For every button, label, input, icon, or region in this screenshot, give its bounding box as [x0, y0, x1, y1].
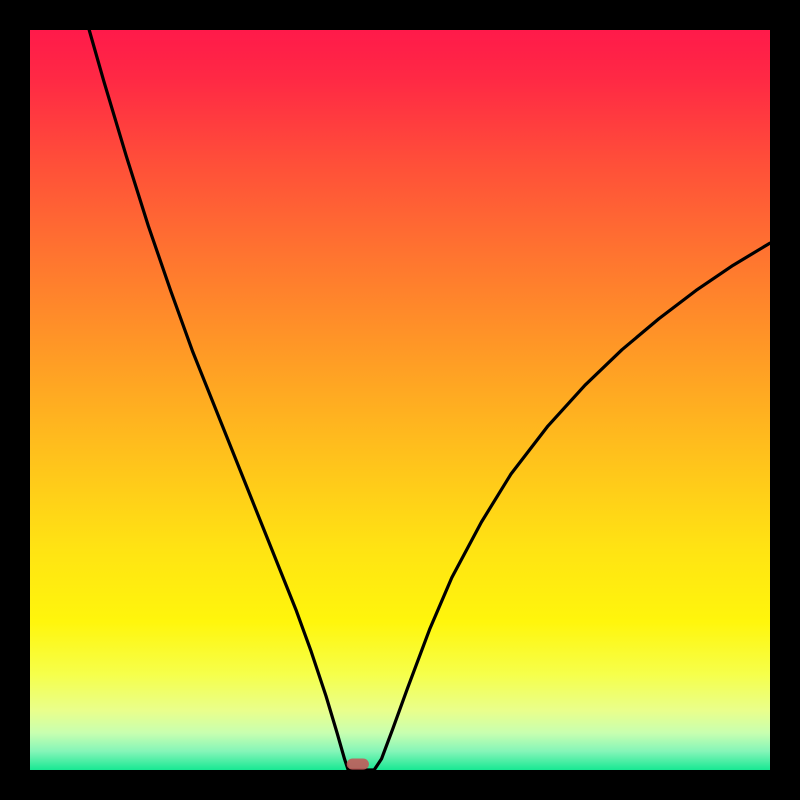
bottleneck-chart [0, 0, 800, 800]
